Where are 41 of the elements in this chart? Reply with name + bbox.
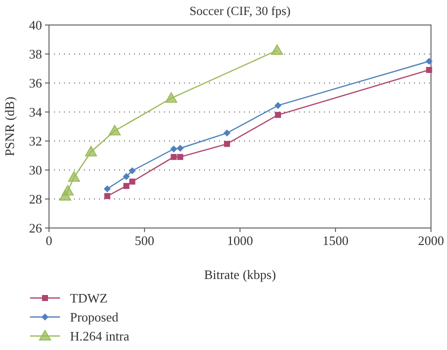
- y-tick-label: 38: [29, 46, 42, 62]
- point: [224, 130, 231, 137]
- point: [122, 173, 130, 180]
- point: [274, 102, 282, 109]
- point: [128, 167, 136, 174]
- y-tick-label: 36: [29, 76, 42, 91]
- point: [170, 145, 178, 152]
- point: [68, 171, 80, 182]
- legend-label: H.264 intra: [70, 328, 130, 344]
- y-tick-label: 26: [29, 220, 42, 236]
- point: [129, 178, 136, 185]
- y-tick-label: 32: [29, 134, 42, 149]
- x-tick-label: 500: [134, 233, 154, 248]
- x-tick-label: 1500: [322, 233, 348, 248]
- x-axis-title: Bitrate (kbps): [204, 267, 276, 282]
- point: [176, 144, 184, 152]
- point: [426, 66, 432, 73]
- point: [85, 146, 98, 156]
- y-tick-label: 34: [29, 104, 42, 120]
- y-tick-label: 40: [29, 18, 42, 33]
- point: [104, 185, 111, 192]
- y-axis-title: PSNR (dB): [2, 96, 17, 156]
- x-tick-label: 2000: [418, 233, 444, 248]
- y-tick-label: 28: [29, 192, 42, 207]
- point: [426, 58, 433, 65]
- x-tick-label: 0: [46, 233, 52, 248]
- x-tick-label: 1000: [227, 233, 253, 248]
- point: [271, 44, 284, 55]
- legend-label: Proposed: [70, 310, 119, 325]
- point: [104, 193, 110, 200]
- chart-title: Soccer (CIF, 30 fps): [189, 4, 291, 18]
- point: [170, 154, 177, 160]
- point: [123, 182, 130, 189]
- point: [108, 124, 121, 136]
- point: [62, 185, 74, 196]
- point: [177, 154, 184, 160]
- point: [165, 92, 178, 103]
- point: [275, 112, 282, 118]
- legend-label: TDWZ: [70, 290, 108, 306]
- point: [224, 140, 230, 147]
- y-tick-label: 30: [29, 162, 42, 178]
